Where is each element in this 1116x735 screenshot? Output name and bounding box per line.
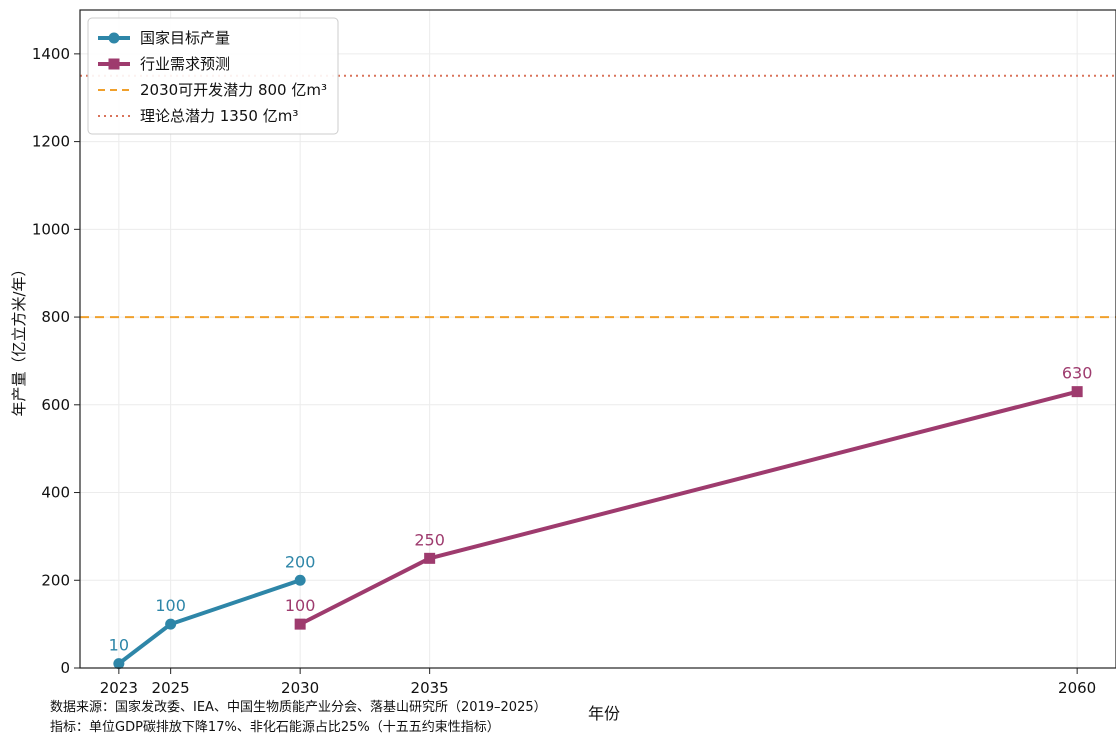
source-note: 数据来源：国家发改委、IEA、中国生物质能产业分会、落基山研究所（2019–20…	[50, 700, 547, 715]
legend-label: 理论总潜力 1350 亿m³	[140, 107, 298, 125]
x-tick-label: 2030	[281, 679, 319, 697]
data-label: 100	[155, 596, 186, 615]
plot-frame	[79, 9, 1116, 669]
data-point	[424, 552, 436, 564]
series-layer: 10 100 200 100 250 630	[109, 364, 1093, 670]
y-tick-label: 1200	[32, 133, 70, 151]
data-point	[1071, 386, 1083, 398]
y-tick-label: 600	[41, 396, 70, 414]
data-label: 100	[285, 596, 316, 615]
data-label: 200	[285, 552, 316, 571]
legend-marker	[108, 32, 120, 44]
y-tick-label: 1000	[32, 220, 70, 238]
y-tick-label: 200	[41, 571, 70, 589]
x-axis-label: 年份	[588, 704, 620, 723]
data-point	[165, 618, 177, 630]
indicator-note: 指标：单位GDP碳排放下降17%、非化石能源占比25%（十五五约束性指标）	[50, 720, 500, 735]
y-axis-label: 年产量（亿立方米/年）	[10, 261, 28, 416]
y-tick-label: 800	[41, 308, 70, 326]
legend-label: 行业需求预测	[140, 55, 230, 73]
plot-border	[79, 9, 1116, 669]
data-point	[294, 574, 306, 586]
data-label: 10	[109, 636, 129, 655]
legend-box	[87, 17, 339, 135]
reference-lines	[80, 74, 1116, 319]
y-tick-label: 400	[41, 484, 70, 502]
y-tick-label: 0	[60, 659, 70, 677]
y-tick-label: 1400	[32, 45, 70, 63]
data-label: 630	[1062, 364, 1093, 383]
x-tick-label: 2023	[100, 679, 138, 697]
x-tick-label: 2060	[1058, 679, 1096, 697]
legend-marker	[108, 58, 120, 70]
legend-label: 国家目标产量	[140, 29, 230, 47]
data-point	[113, 658, 125, 670]
legend-label: 2030可开发潜力 800 亿m³	[140, 81, 327, 99]
x-tick-label: 2035	[411, 679, 449, 697]
x-axis-ticks: 2023 2025 2030 2035 2060	[100, 668, 1096, 697]
data-label: 250	[414, 530, 445, 549]
data-point	[294, 618, 306, 630]
y-axis-ticks: 0 200 400 600 800 1000 1200 1400	[32, 45, 80, 677]
x-tick-label: 2025	[152, 679, 190, 697]
